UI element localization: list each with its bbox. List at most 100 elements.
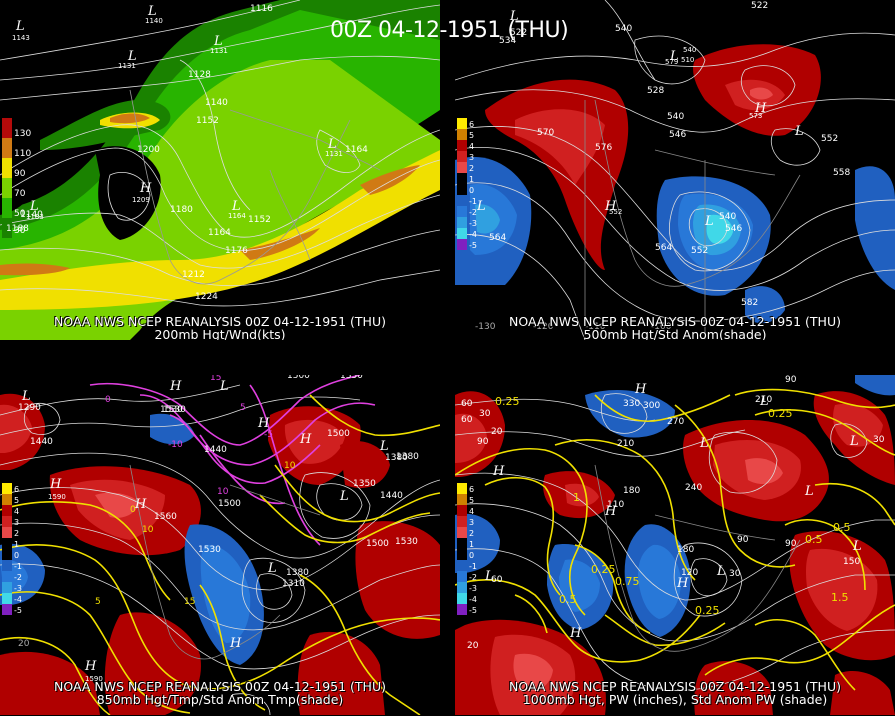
svg-text:L: L	[339, 489, 349, 504]
label: 540	[683, 46, 697, 54]
label: 0.25	[591, 563, 616, 576]
legend-1000mb: 6 5 4 3 2 1 0 -1 -2 -3 -4 -5	[457, 483, 491, 615]
label: 0.25	[695, 604, 720, 617]
legend-850mb-color-3	[2, 516, 12, 527]
legend-1000mb-color-0	[457, 483, 467, 494]
map-1000mb	[455, 375, 895, 715]
label: 0.5	[805, 533, 823, 546]
label: 1143	[12, 34, 30, 42]
legend-850mb-color-8	[2, 571, 12, 582]
legend-1000mb-color-9	[457, 582, 467, 593]
label: 30	[873, 435, 885, 445]
label: 1209	[132, 196, 150, 204]
label: 1224	[195, 292, 218, 302]
label: 1	[573, 491, 580, 504]
caption-500mb-line1: NOAA NWS NCEP REANALYSIS 00Z 04-12-1951 …	[508, 314, 841, 329]
legend-500mb-label: 3	[469, 153, 475, 162]
label: 1131	[210, 47, 228, 55]
label: 180	[677, 545, 695, 555]
svg-text:L: L	[29, 199, 39, 214]
label: 90	[737, 535, 749, 545]
svg-text:H: H	[676, 576, 689, 591]
legend-1000mb-color-11	[457, 604, 467, 615]
label: 1290	[18, 403, 41, 413]
legend-850mb-color-4	[2, 527, 12, 538]
label: -130	[475, 322, 496, 332]
contour-labels-1000mb: 60 90 30 20 330 300 270 210 240 180 110 …	[455, 375, 895, 715]
label: 1530	[160, 405, 183, 415]
label: 1380	[396, 452, 419, 462]
legend-1000mb-label: 0	[469, 551, 475, 560]
label: 20	[18, 639, 30, 649]
label: 552	[691, 246, 709, 256]
legend-500mb-color-6	[457, 184, 467, 195]
label: 1164	[228, 212, 246, 220]
label: 270	[667, 417, 685, 427]
svg-text:H: H	[84, 659, 97, 674]
label: 1350	[340, 375, 363, 381]
label: 5	[240, 403, 246, 413]
label: 528	[647, 86, 665, 96]
label: 552	[609, 208, 623, 216]
caption-850mb-line2: 850mb Hgt/Tmp/Std Anom Tmp(shade)	[96, 692, 344, 707]
label: 564	[489, 233, 507, 243]
svg-text:H: H	[169, 379, 182, 394]
legend-200mb-color-5	[2, 218, 12, 238]
label: 210	[617, 439, 635, 449]
page-title: 00Z 04-12-1951 (THU)	[330, 18, 569, 43]
legend-500mb-color-5	[457, 173, 467, 184]
legend-500mb-label: 1	[469, 175, 475, 184]
legend-850mb-label: 5	[14, 496, 20, 505]
label: 1500	[218, 499, 241, 509]
svg-text:L: L	[219, 379, 229, 394]
map-200mb	[0, 0, 440, 340]
svg-text:L: L	[231, 199, 241, 214]
label: 540	[615, 24, 633, 34]
label: 576	[595, 143, 613, 153]
label: 534	[499, 36, 517, 46]
legend-1000mb-color-4	[457, 527, 467, 538]
caption-500mb-line2: 500mb Hgt/Std Anom(shade)	[583, 327, 767, 340]
panel-850mb: 6 5 4 3 2 1 0 -1 -2 -3 -4 -5 1500 1350 1…	[0, 375, 440, 715]
legend-200mb-color-2	[2, 158, 12, 178]
label: 1140	[205, 98, 228, 108]
legend-1000mb-label: 4	[469, 507, 475, 516]
label: 564	[655, 243, 673, 253]
label: 1500	[327, 429, 350, 439]
label: -120	[533, 322, 554, 332]
label: 60	[461, 415, 473, 425]
label: 0.25	[768, 407, 793, 420]
legend-500mb-label: -2	[469, 208, 477, 217]
label: 0.5	[559, 593, 577, 606]
legend-500mb-label: 6	[469, 120, 475, 129]
label: 1200	[137, 145, 160, 155]
legend-1000mb-label: 1	[469, 540, 475, 549]
svg-text:L: L	[704, 214, 714, 229]
svg-text:L: L	[21, 389, 31, 404]
pressure-symbols-500mb: H H L L L L L	[476, 9, 804, 229]
label: 90	[477, 437, 489, 447]
legend-850mb-label: -5	[14, 606, 22, 615]
label: 10	[142, 525, 154, 535]
label: 330	[623, 399, 641, 409]
legend-200mb-color-0	[2, 118, 12, 138]
label: 1380	[385, 453, 408, 463]
legend-1000mb-label: 2	[469, 529, 475, 538]
panel-500mb: 6 5 4 3 2 1 0 -1 -2 -3 -4 -5 522 540 534…	[455, 0, 895, 340]
label: 0.75	[615, 575, 640, 588]
pressure-symbols-200mb: L L H L L L L L	[15, 4, 337, 214]
legend-500mb-label: -4	[469, 230, 477, 239]
legend-1000mb-label: -1	[469, 562, 477, 571]
label: 1.5	[831, 591, 849, 604]
label: 1530	[163, 405, 186, 415]
label: 1440	[204, 445, 227, 455]
svg-text:L: L	[267, 561, 277, 576]
panel-200mb: 130 110 90 70 50 30 1116 1140 1128 1140 …	[0, 0, 440, 340]
panel-1000mb: 6 5 4 3 2 1 0 -1 -2 -3 -4 -5 60 90 30 2 0…	[455, 375, 895, 715]
label: 1152	[248, 215, 271, 225]
legend-1000mb-label: -5	[469, 606, 477, 615]
legend-850mb-color-9	[2, 582, 12, 593]
legend-850mb-label: 4	[14, 507, 20, 516]
legend-850mb-label: -2	[14, 573, 22, 582]
legend-1000mb-color-10	[457, 593, 467, 604]
